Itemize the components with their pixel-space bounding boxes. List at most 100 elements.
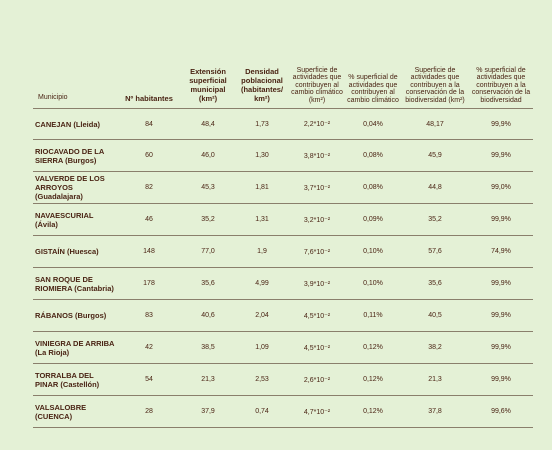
cell-superficie-biodiv: 21,3 — [401, 363, 469, 396]
header-densidad: Densidad poblacional (habitantes/ km²) — [235, 38, 289, 109]
cell-municipio: TORRALBA DEL PINAR (Castellón) — [33, 363, 117, 396]
table-row: GISTAÍN (Huesca) 148 77,0 1,9 7,6*10⁻² 0,10% 5… — [33, 235, 533, 268]
municipality-table: Municipio Nº habitantes Extensión superf… — [33, 38, 533, 428]
cell-superficie-cambio: 3,8*10⁻² — [289, 139, 345, 172]
cell-superficie-biodiv: 44,8 — [401, 171, 469, 204]
cell-habitantes: 83 — [117, 299, 181, 332]
cell-pct-biodiv: 99,0% — [469, 171, 533, 204]
cell-densidad: 1,9 — [235, 235, 289, 268]
header-pct-biodiv: % superficial de actividades que contrib… — [469, 38, 533, 109]
table-row: CANEJAN (Lleida) 84 48,4 1,73 2,2*10⁻² 0,04% 4… — [33, 108, 533, 140]
header-extension: Extensión superficial municipal (km²) — [181, 38, 235, 109]
table-header: Municipio Nº habitantes Extensión superf… — [33, 38, 533, 109]
cell-pct-biodiv: 99,6% — [469, 395, 533, 428]
cell-densidad: 1,73 — [235, 108, 289, 140]
cell-pct-biodiv: 74,9% — [469, 235, 533, 268]
cell-habitantes: 54 — [117, 363, 181, 396]
cell-pct-cambio: 0,04% — [345, 108, 401, 140]
cell-superficie-cambio: 3,2*10⁻² — [289, 203, 345, 236]
cell-habitantes: 84 — [117, 108, 181, 140]
cell-densidad: 1,09 — [235, 331, 289, 364]
cell-pct-cambio: 0,11% — [345, 299, 401, 332]
cell-superficie-biodiv: 57,6 — [401, 235, 469, 268]
table-row: SAN ROQUE DE RIOMIERA (Cantabria) 178 35,6… — [33, 267, 533, 300]
cell-superficie-cambio: 4,5*10⁻² — [289, 299, 345, 332]
header-pct-cambio: % superficial de actividades que contrib… — [345, 38, 401, 109]
cell-extension: 48,4 — [181, 108, 235, 140]
table-row: RIOCAVADO DE LA SIERRA (Burgos) 60 46,0 1,3… — [33, 139, 533, 172]
cell-extension: 21,3 — [181, 363, 235, 396]
cell-habitantes: 60 — [117, 139, 181, 172]
cell-extension: 46,0 — [181, 139, 235, 172]
cell-pct-biodiv: 99,9% — [469, 331, 533, 364]
cell-extension: 35,2 — [181, 203, 235, 236]
cell-municipio: VALVERDE DE LOS ARROYOS (Guadalajara) — [33, 171, 117, 204]
cell-densidad: 1,31 — [235, 203, 289, 236]
cell-densidad: 1,81 — [235, 171, 289, 204]
cell-pct-cambio: 0,12% — [345, 331, 401, 364]
cell-municipio: SAN ROQUE DE RIOMIERA (Cantabria) — [33, 267, 117, 300]
cell-densidad: 0,74 — [235, 395, 289, 428]
cell-extension: 40,6 — [181, 299, 235, 332]
cell-superficie-biodiv: 37,8 — [401, 395, 469, 428]
cell-pct-biodiv: 99,9% — [469, 203, 533, 236]
cell-extension: 77,0 — [181, 235, 235, 268]
table-row: VINIEGRA DE ARRIBA (La Rioja) 42 38,5 1,09 4… — [33, 331, 533, 364]
cell-superficie-biodiv: 40,5 — [401, 299, 469, 332]
cell-habitantes: 148 — [117, 235, 181, 268]
cell-habitantes: 82 — [117, 171, 181, 204]
cell-densidad: 4,99 — [235, 267, 289, 300]
cell-municipio: NAVAESCURIAL (Ávila) — [33, 203, 117, 236]
header-superficie-cambio: Superficie de actividades que contribuye… — [289, 38, 345, 109]
cell-superficie-biodiv: 38,2 — [401, 331, 469, 364]
cell-pct-biodiv: 99,9% — [469, 267, 533, 300]
cell-pct-biodiv: 99,9% — [469, 299, 533, 332]
cell-pct-biodiv: 99,9% — [469, 363, 533, 396]
cell-superficie-cambio: 4,7*10⁻² — [289, 395, 345, 428]
cell-extension: 38,5 — [181, 331, 235, 364]
cell-pct-cambio: 0,12% — [345, 395, 401, 428]
cell-superficie-biodiv: 35,6 — [401, 267, 469, 300]
cell-superficie-biodiv: 48,17 — [401, 108, 469, 140]
header-row: Municipio Nº habitantes Extensión superf… — [33, 38, 533, 109]
cell-superficie-cambio: 2,6*10⁻² — [289, 363, 345, 396]
table-row: VALVERDE DE LOS ARROYOS (Guadalajara) 82 4… — [33, 171, 533, 204]
cell-pct-biodiv: 99,9% — [469, 139, 533, 172]
header-superficie-biodiv: Superficie de actividades que contribuye… — [401, 38, 469, 109]
cell-superficie-cambio: 2,2*10⁻² — [289, 108, 345, 140]
cell-municipio: RÁBANOS (Burgos) — [33, 299, 117, 332]
table-body: CANEJAN (Lleida) 84 48,4 1,73 2,2*10⁻² 0,04% 4… — [33, 108, 533, 428]
header-municipio: Municipio — [33, 38, 117, 109]
cell-pct-biodiv: 99,9% — [469, 108, 533, 140]
cell-densidad: 2,53 — [235, 363, 289, 396]
cell-superficie-biodiv: 35,2 — [401, 203, 469, 236]
cell-habitantes: 46 — [117, 203, 181, 236]
cell-pct-cambio: 0,08% — [345, 171, 401, 204]
cell-extension: 45,3 — [181, 171, 235, 204]
cell-municipio: GISTAÍN (Huesca) — [33, 235, 117, 268]
table-row: TORRALBA DEL PINAR (Castellón) 54 21,3 2,53… — [33, 363, 533, 396]
cell-superficie-biodiv: 45,9 — [401, 139, 469, 172]
cell-habitantes: 178 — [117, 267, 181, 300]
cell-municipio: VALSALOBRE (CUENCA) — [33, 395, 117, 428]
cell-pct-cambio: 0,10% — [345, 267, 401, 300]
table-row: RÁBANOS (Burgos) 83 40,6 2,04 4,5*10⁻² 0,11% 4… — [33, 299, 533, 332]
cell-superficie-cambio: 7,6*10⁻² — [289, 235, 345, 268]
cell-superficie-cambio: 4,5*10⁻² — [289, 331, 345, 364]
table-row: NAVAESCURIAL (Ávila) 46 35,2 1,31 3,2*10⁻² 0,… — [33, 203, 533, 236]
cell-pct-cambio: 0,12% — [345, 363, 401, 396]
cell-densidad: 2,04 — [235, 299, 289, 332]
cell-municipio: VINIEGRA DE ARRIBA (La Rioja) — [33, 331, 117, 364]
cell-superficie-cambio: 3,9*10⁻² — [289, 267, 345, 300]
cell-municipio: RIOCAVADO DE LA SIERRA (Burgos) — [33, 139, 117, 172]
cell-habitantes: 28 — [117, 395, 181, 428]
cell-densidad: 1,30 — [235, 139, 289, 172]
table-row: VALSALOBRE (CUENCA) 28 37,9 0,74 4,7*10⁻² 0,1… — [33, 395, 533, 428]
cell-pct-cambio: 0,08% — [345, 139, 401, 172]
cell-pct-cambio: 0,09% — [345, 203, 401, 236]
cell-superficie-cambio: 3,7*10⁻² — [289, 171, 345, 204]
cell-pct-cambio: 0,10% — [345, 235, 401, 268]
cell-municipio: CANEJAN (Lleida) — [33, 108, 117, 140]
header-habitantes: Nº habitantes — [117, 38, 181, 109]
